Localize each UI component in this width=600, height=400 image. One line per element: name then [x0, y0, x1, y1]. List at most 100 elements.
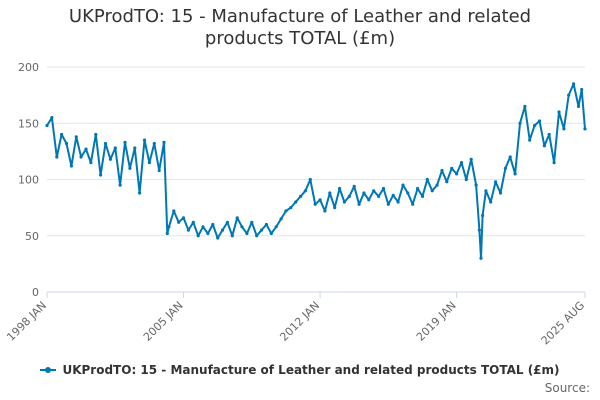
- data-point: [557, 110, 561, 114]
- data-point: [498, 191, 503, 195]
- data-point: [523, 104, 527, 108]
- data-point: [123, 140, 127, 144]
- data-point: [230, 234, 234, 238]
- data-point: [235, 216, 239, 220]
- data-point: [191, 220, 195, 224]
- data-point: [147, 161, 151, 165]
- data-point: [411, 202, 415, 206]
- legend[interactable]: UKProdTO: 15 - Manufacture of Leather an…: [0, 363, 600, 377]
- x-tick-label: 2019 JAN: [414, 299, 459, 344]
- data-point: [138, 191, 142, 195]
- data-point: [313, 202, 317, 206]
- data-point: [328, 191, 332, 195]
- data-point: [416, 186, 420, 191]
- data-point: [377, 194, 381, 198]
- data-point: [240, 225, 244, 229]
- data-point: [279, 217, 283, 221]
- data-point: [333, 206, 337, 210]
- data-point: [445, 180, 449, 184]
- data-point: [55, 155, 59, 159]
- x-tick-label: 1998 JAN: [4, 299, 49, 344]
- y-tick-label: 100: [18, 174, 39, 187]
- y-tick-label: 150: [18, 117, 39, 130]
- data-point: [479, 256, 483, 260]
- data-point: [172, 209, 176, 213]
- data-point: [284, 209, 288, 213]
- data-point: [259, 228, 264, 232]
- data-point: [572, 82, 576, 86]
- series-layer: [45, 82, 587, 260]
- data-point: [425, 177, 429, 182]
- data-point: [528, 138, 532, 142]
- data-point: [580, 87, 584, 92]
- data-point: [396, 200, 400, 204]
- data-point: [152, 141, 156, 146]
- data-point: [206, 231, 210, 236]
- y-tick-label: 0: [32, 286, 39, 299]
- legend-swatch: [40, 366, 57, 373]
- data-point: [459, 161, 464, 165]
- series-line: [46, 82, 586, 260]
- data-point: [484, 189, 488, 193]
- data-point: [481, 213, 485, 218]
- data-point: [562, 127, 566, 131]
- data-point: [537, 119, 542, 123]
- data-point: [45, 123, 49, 128]
- data-point: [84, 147, 88, 151]
- data-point: [94, 132, 98, 137]
- data-point: [162, 140, 166, 144]
- data-point: [211, 222, 215, 227]
- data-point: [196, 234, 200, 238]
- data-point: [133, 146, 137, 150]
- y-tick-label: 50: [25, 230, 39, 243]
- data-point: [250, 220, 254, 224]
- chart-title: UKProdTO: 15 - Manufacture of Leather an…: [68, 6, 532, 49]
- data-point: [216, 236, 220, 240]
- data-point: [157, 168, 161, 173]
- data-point: [381, 186, 386, 191]
- data-point: [508, 155, 512, 159]
- data-point: [245, 231, 249, 236]
- data-point: [167, 225, 171, 229]
- data-point: [386, 202, 390, 206]
- legend-label: UKProdTO: 15 - Manufacture of Leather an…: [62, 363, 560, 377]
- data-point: [567, 93, 571, 97]
- data-point: [64, 141, 69, 146]
- data-point: [552, 161, 556, 165]
- y-tick-label: 200: [18, 61, 39, 74]
- data-point: [303, 189, 307, 193]
- data-point: [477, 228, 481, 232]
- data-point: [264, 222, 268, 227]
- data-point: [323, 209, 327, 213]
- data-point: [338, 186, 342, 191]
- data-point: [186, 228, 190, 232]
- data-point: [108, 157, 112, 161]
- data-point: [440, 168, 444, 173]
- data-point: [165, 231, 169, 236]
- data-point: [50, 116, 54, 120]
- data-point: [274, 225, 278, 229]
- data-point: [533, 123, 537, 128]
- data-point: [79, 155, 83, 159]
- data-point: [318, 198, 322, 202]
- gridlines: [47, 66, 585, 293]
- data-point: [74, 135, 78, 139]
- data-point: [576, 104, 581, 108]
- x-tick-label: 2005 JAN: [141, 299, 186, 344]
- data-point: [308, 177, 312, 182]
- data-point: [89, 161, 93, 165]
- data-point: [372, 189, 376, 193]
- data-point: [342, 200, 346, 204]
- data-point: [118, 183, 122, 187]
- data-point: [299, 194, 303, 198]
- data-point: [289, 206, 293, 210]
- x-axis: 1998 JAN 2005 JAN 2012 JAN 2019 JAN 2025 AUG: [4, 292, 587, 347]
- data-point: [225, 220, 229, 224]
- data-point: [357, 202, 361, 206]
- data-point: [362, 191, 366, 195]
- data-point: [269, 231, 273, 236]
- data-point: [494, 180, 498, 184]
- data-point: [201, 225, 205, 229]
- data-point: [583, 127, 587, 131]
